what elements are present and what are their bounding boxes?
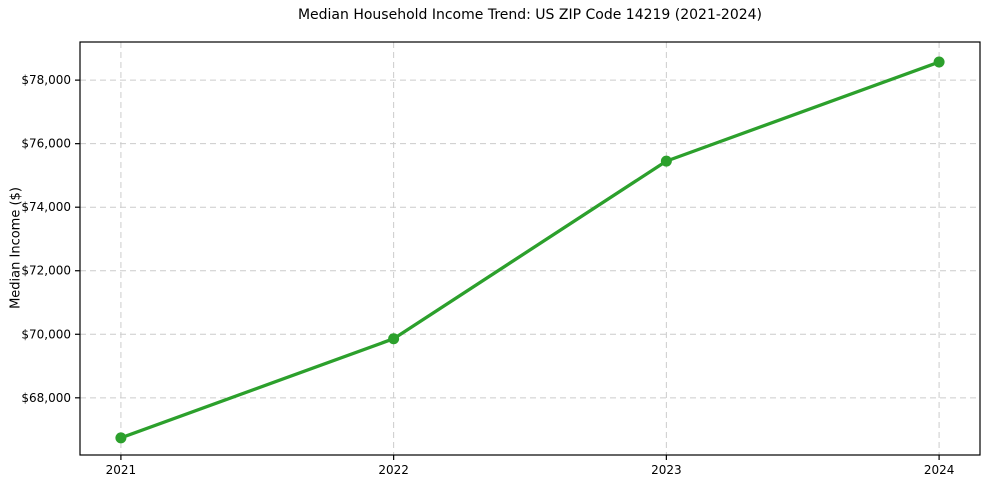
trend-line bbox=[119, 60, 941, 440]
chart-title: Median Household Income Trend: US ZIP Co… bbox=[297, 7, 763, 23]
x-tick-label: 2024 bbox=[924, 463, 955, 477]
x-tick-label: 2021 bbox=[106, 463, 137, 477]
data-point-2021 bbox=[115, 432, 127, 444]
data-point-2023 bbox=[660, 155, 672, 167]
y-tick-label: $68,000 bbox=[21, 391, 71, 405]
y-tick-label: $72,000 bbox=[21, 264, 71, 278]
x-tick-label: 2022 bbox=[378, 463, 409, 477]
y-tick-label: $78,000 bbox=[21, 73, 71, 87]
y-tick-label: $76,000 bbox=[21, 137, 71, 151]
data-point-2024 bbox=[933, 56, 945, 68]
x-tick-label: 2023 bbox=[651, 463, 682, 477]
y-tick-label: $74,000 bbox=[21, 200, 71, 214]
axes-frame bbox=[79, 41, 981, 456]
y-tick-label: $70,000 bbox=[21, 327, 71, 341]
data-point-2022 bbox=[388, 333, 400, 345]
